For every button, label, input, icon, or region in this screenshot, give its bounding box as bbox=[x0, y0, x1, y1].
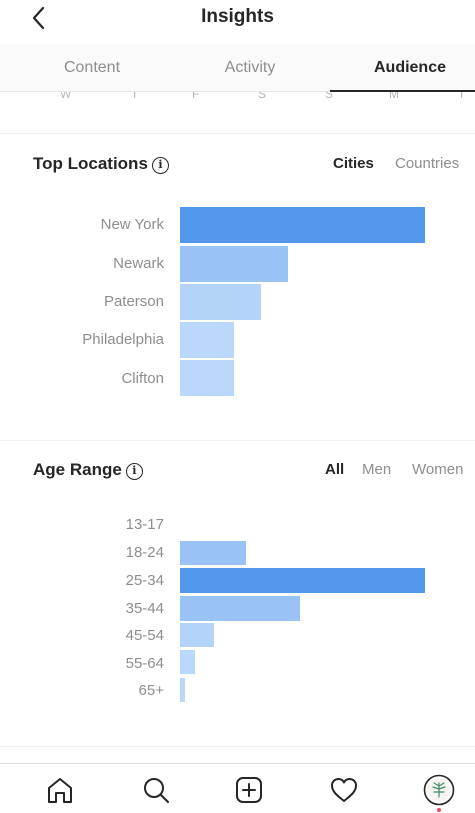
new-post-button[interactable] bbox=[233, 774, 265, 806]
filter-cities[interactable]: Cities bbox=[333, 155, 374, 172]
filter-women[interactable]: Women bbox=[412, 461, 464, 478]
weekday-label: F bbox=[192, 92, 200, 101]
profile-avatar bbox=[423, 774, 455, 806]
search-button[interactable] bbox=[140, 774, 172, 806]
bottom-tab-bar bbox=[0, 763, 475, 813]
location-label: Clifton bbox=[121, 370, 164, 387]
info-icon[interactable]: i bbox=[125, 463, 143, 480]
top-header: Insights bbox=[0, 0, 475, 44]
activity-heart-icon bbox=[331, 778, 357, 802]
tab-audience[interactable]: Audience bbox=[373, 59, 446, 76]
age-bar bbox=[180, 650, 195, 674]
filter-men[interactable]: Men bbox=[362, 461, 392, 478]
age-bar bbox=[180, 568, 425, 593]
age-label: 55-64 bbox=[125, 655, 164, 672]
tab-content[interactable]: Content bbox=[63, 59, 121, 76]
weekday-label: T bbox=[131, 92, 139, 101]
age-range-title: Age Range i bbox=[33, 460, 143, 480]
location-bar bbox=[180, 322, 234, 358]
weekday-label: T bbox=[458, 92, 466, 101]
notification-dot bbox=[437, 808, 441, 812]
page-title: Insights bbox=[201, 6, 274, 27]
activity-button[interactable] bbox=[328, 774, 360, 806]
location-label: Philadelphia bbox=[82, 331, 164, 348]
location-label: Paterson bbox=[103, 293, 164, 310]
age-bar bbox=[180, 596, 300, 621]
chevron-left-icon bbox=[32, 6, 45, 30]
location-bar bbox=[180, 360, 234, 396]
weekday-label: S bbox=[325, 92, 334, 101]
home-icon bbox=[48, 778, 72, 803]
age-label: 45-54 bbox=[125, 627, 164, 644]
location-label: New York bbox=[100, 216, 164, 233]
search-icon bbox=[144, 778, 169, 803]
age-label: 18-24 bbox=[125, 544, 164, 561]
age-label: 13-17 bbox=[125, 516, 164, 533]
location-bar bbox=[180, 284, 261, 320]
back-button[interactable] bbox=[26, 4, 54, 34]
location-bar bbox=[180, 246, 288, 282]
profile-button[interactable] bbox=[423, 774, 455, 806]
insights-tabs: Content Activity Audience bbox=[0, 44, 475, 92]
weekday-label: W bbox=[60, 92, 72, 101]
tab-activity[interactable]: Activity bbox=[224, 59, 276, 76]
age-bar bbox=[180, 623, 214, 647]
age-bar bbox=[180, 541, 246, 565]
info-icon[interactable]: i bbox=[151, 157, 169, 174]
age-label: 35-44 bbox=[125, 600, 164, 617]
home-button[interactable] bbox=[44, 774, 76, 806]
tab-selected-indicator bbox=[330, 90, 475, 92]
age-bar bbox=[180, 678, 185, 702]
section-divider bbox=[0, 440, 475, 441]
section-divider bbox=[0, 746, 475, 747]
filter-all[interactable]: All bbox=[325, 461, 345, 478]
weekday-label: S bbox=[258, 92, 267, 101]
add-post-icon bbox=[236, 777, 262, 803]
weekday-row: W T F S S M T bbox=[0, 92, 475, 106]
age-label: 65+ bbox=[138, 682, 164, 699]
section-divider bbox=[0, 133, 475, 134]
weekday-label: M bbox=[389, 92, 399, 101]
filter-countries[interactable]: Countries bbox=[395, 155, 460, 172]
age-range-title-text: Age Range bbox=[33, 460, 122, 479]
location-bar bbox=[180, 207, 425, 243]
age-label: 25-34 bbox=[125, 572, 164, 589]
location-label: Newark bbox=[113, 255, 164, 272]
top-locations-title-text: Top Locations bbox=[33, 154, 148, 173]
top-locations-title: Top Locations i bbox=[33, 154, 169, 174]
